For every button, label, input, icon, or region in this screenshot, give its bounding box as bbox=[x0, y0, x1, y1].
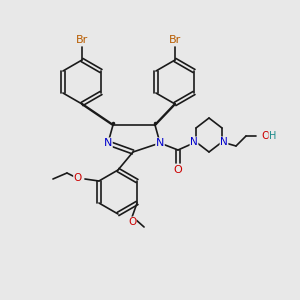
Text: N: N bbox=[156, 138, 164, 148]
Text: Br: Br bbox=[169, 35, 181, 45]
Text: O: O bbox=[74, 173, 82, 183]
Text: O: O bbox=[128, 217, 136, 227]
Text: N: N bbox=[104, 138, 112, 148]
Text: O: O bbox=[174, 165, 182, 175]
Text: N: N bbox=[190, 137, 198, 147]
Text: N: N bbox=[220, 137, 228, 147]
Text: O: O bbox=[261, 131, 269, 141]
Text: H: H bbox=[269, 131, 276, 141]
Text: Br: Br bbox=[76, 35, 88, 45]
